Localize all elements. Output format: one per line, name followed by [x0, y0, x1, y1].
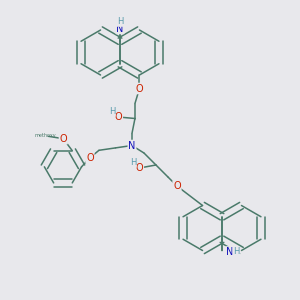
Text: O: O: [115, 112, 122, 122]
Text: O: O: [136, 83, 143, 94]
Text: O: O: [86, 153, 94, 163]
Text: H: H: [117, 17, 123, 26]
Text: O: O: [59, 134, 67, 144]
Text: H: H: [233, 248, 240, 256]
Text: H: H: [130, 158, 136, 167]
Text: O: O: [173, 181, 181, 191]
Text: N: N: [226, 247, 233, 257]
Text: methoxy: methoxy: [34, 133, 56, 138]
Text: H: H: [109, 107, 115, 116]
Text: N: N: [128, 140, 136, 151]
Text: N: N: [116, 23, 124, 34]
Text: O: O: [136, 163, 143, 173]
